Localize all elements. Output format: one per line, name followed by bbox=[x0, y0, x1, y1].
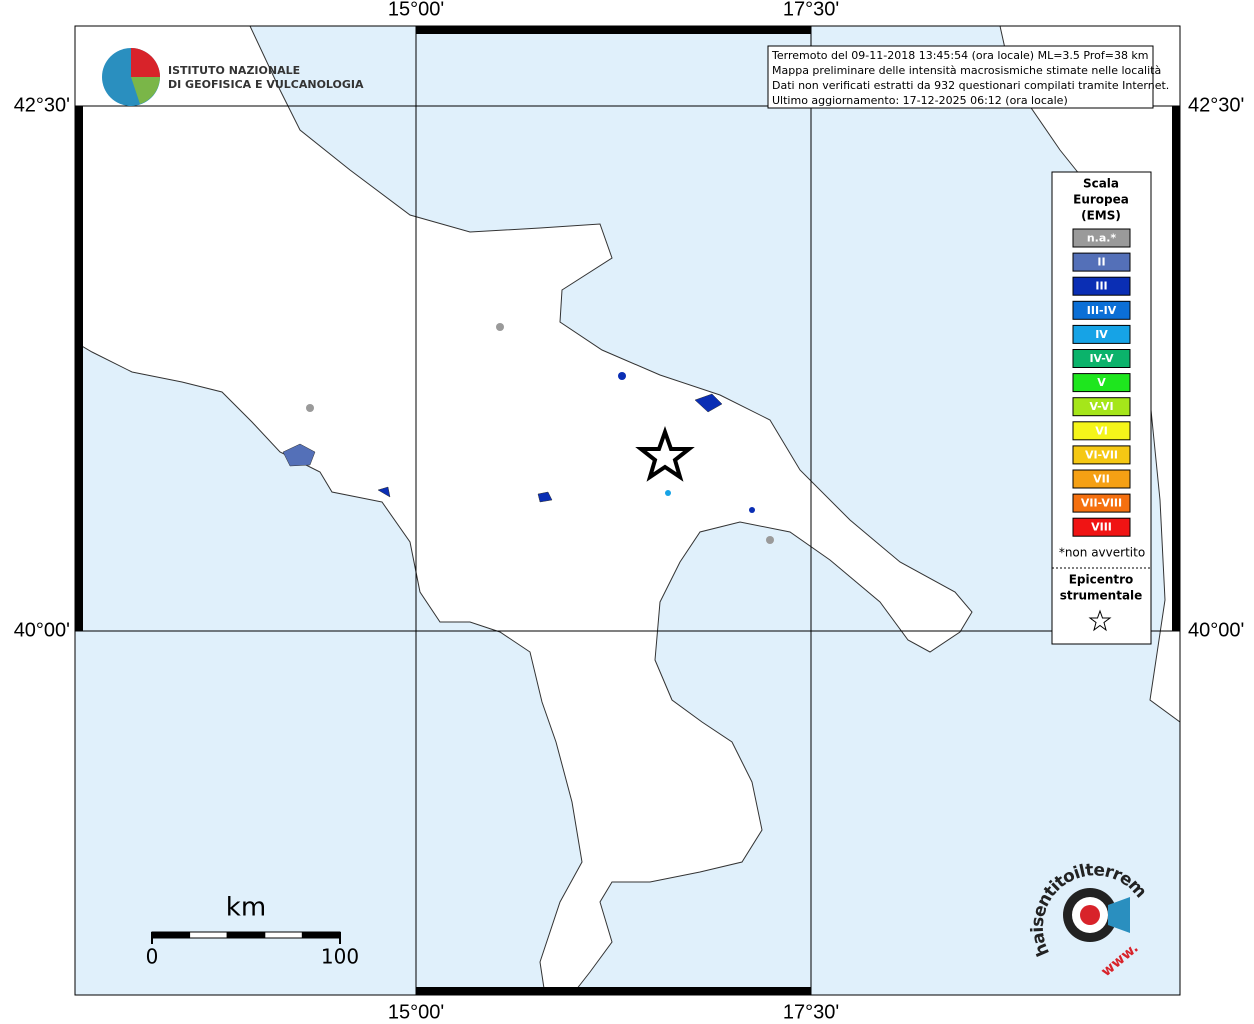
lon-label: 17°30' bbox=[783, 0, 839, 20]
legend-swatch bbox=[1072, 469, 1131, 489]
legend-label: VI bbox=[1095, 424, 1108, 437]
scale-segment bbox=[301, 931, 341, 939]
institute-name: DI GEOFISICA E VULCANOLOGIA bbox=[168, 78, 364, 91]
scale-label: 100 bbox=[321, 945, 359, 969]
lon-label: 15°00' bbox=[388, 0, 444, 20]
legend-label: V-VI bbox=[1089, 400, 1113, 413]
scale-segment bbox=[151, 931, 191, 939]
frame bbox=[74, 25, 1181, 996]
logo-horn bbox=[1108, 897, 1130, 933]
lon-label: 17°30' bbox=[783, 1001, 839, 1023]
info-line: Terremoto del 09-11-2018 13:45:54 (ora l… bbox=[771, 49, 1149, 62]
legend-swatch bbox=[1072, 228, 1131, 248]
scale-segment bbox=[264, 931, 303, 939]
institute-name: ISTITUTO NAZIONALE bbox=[168, 64, 300, 77]
legend-title: (EMS) bbox=[1081, 209, 1121, 223]
info-line: Dati non verificati estratti da 932 ques… bbox=[772, 79, 1169, 92]
scale-label: 0 bbox=[146, 945, 159, 969]
logo-segment bbox=[131, 48, 160, 77]
frame-bar bbox=[1172, 106, 1180, 631]
ingv-logo: ISTITUTO NAZIONALE DI GEOFISICA E VULCAN… bbox=[102, 48, 364, 106]
logo-ring bbox=[1080, 905, 1100, 925]
locality bbox=[665, 490, 671, 496]
epicenter bbox=[635, 425, 695, 482]
legend-swatch bbox=[1072, 300, 1131, 320]
legend-label: IV-V bbox=[1089, 352, 1114, 365]
legend-epicenter-title: strumentale bbox=[1060, 589, 1143, 603]
lat-label: 40°00' bbox=[14, 619, 70, 641]
legend-label: VII bbox=[1093, 473, 1110, 486]
frame-bar bbox=[416, 26, 811, 34]
locality bbox=[377, 486, 391, 498]
legend-label: III-IV bbox=[1087, 304, 1117, 317]
locality bbox=[766, 536, 774, 544]
lat-label: 40°00' bbox=[1188, 619, 1244, 641]
legend-note: *non avvertito bbox=[1059, 546, 1145, 560]
legend-swatch bbox=[1072, 373, 1131, 393]
legend-swatch bbox=[1072, 493, 1131, 513]
epicenter-star bbox=[635, 425, 695, 482]
locality bbox=[694, 393, 723, 413]
legend-swatch bbox=[1072, 324, 1131, 344]
lat-label: 42°30' bbox=[14, 94, 70, 116]
legend-swatch bbox=[1072, 517, 1131, 537]
legend-title: Scala bbox=[1083, 177, 1119, 191]
legend-epicenter-title: Epicentro bbox=[1069, 573, 1134, 587]
locality bbox=[282, 443, 316, 467]
info-line: Ultimo aggiornamento: 17-12-2025 06:12 (… bbox=[772, 94, 1068, 107]
locality bbox=[618, 372, 626, 380]
legend-label: III bbox=[1095, 280, 1107, 293]
logo-segment bbox=[131, 77, 160, 104]
legend-swatch bbox=[1072, 397, 1131, 417]
legend-label: VIII bbox=[1091, 521, 1112, 534]
scale-segment bbox=[189, 931, 228, 939]
legend-swatch bbox=[1072, 349, 1131, 368]
legend-label: V bbox=[1097, 376, 1106, 389]
legend-swatch bbox=[1072, 445, 1131, 465]
locality-areas bbox=[282, 323, 774, 544]
frame-bar bbox=[416, 987, 811, 995]
legend-label: n.a.* bbox=[1087, 232, 1117, 245]
legend-label: VII-VIII bbox=[1081, 497, 1122, 510]
land-italy bbox=[74, 25, 973, 996]
legend-label: VI-VII bbox=[1085, 448, 1118, 461]
legend-label: IV bbox=[1095, 328, 1108, 341]
legend-title: Europea bbox=[1073, 193, 1129, 207]
info-box bbox=[767, 45, 1154, 109]
locality bbox=[749, 507, 755, 513]
locality bbox=[306, 404, 314, 412]
legend-swatch bbox=[1072, 252, 1131, 272]
scale-bar: km 0 100 bbox=[146, 893, 359, 969]
locality bbox=[537, 491, 553, 503]
legend-swatch bbox=[1072, 421, 1131, 441]
legend-star bbox=[1088, 609, 1112, 632]
scale-unit: km bbox=[226, 893, 266, 923]
scale-segment bbox=[226, 931, 266, 939]
legend-swatch bbox=[1072, 276, 1131, 296]
frame-bar bbox=[75, 106, 83, 631]
locality bbox=[496, 323, 504, 331]
lon-label: 15°00' bbox=[388, 1001, 444, 1023]
lat-label: 42°30' bbox=[1188, 94, 1244, 116]
legend-label: II bbox=[1097, 256, 1105, 269]
info-line: Mappa preliminare delle intensità macros… bbox=[772, 64, 1161, 77]
